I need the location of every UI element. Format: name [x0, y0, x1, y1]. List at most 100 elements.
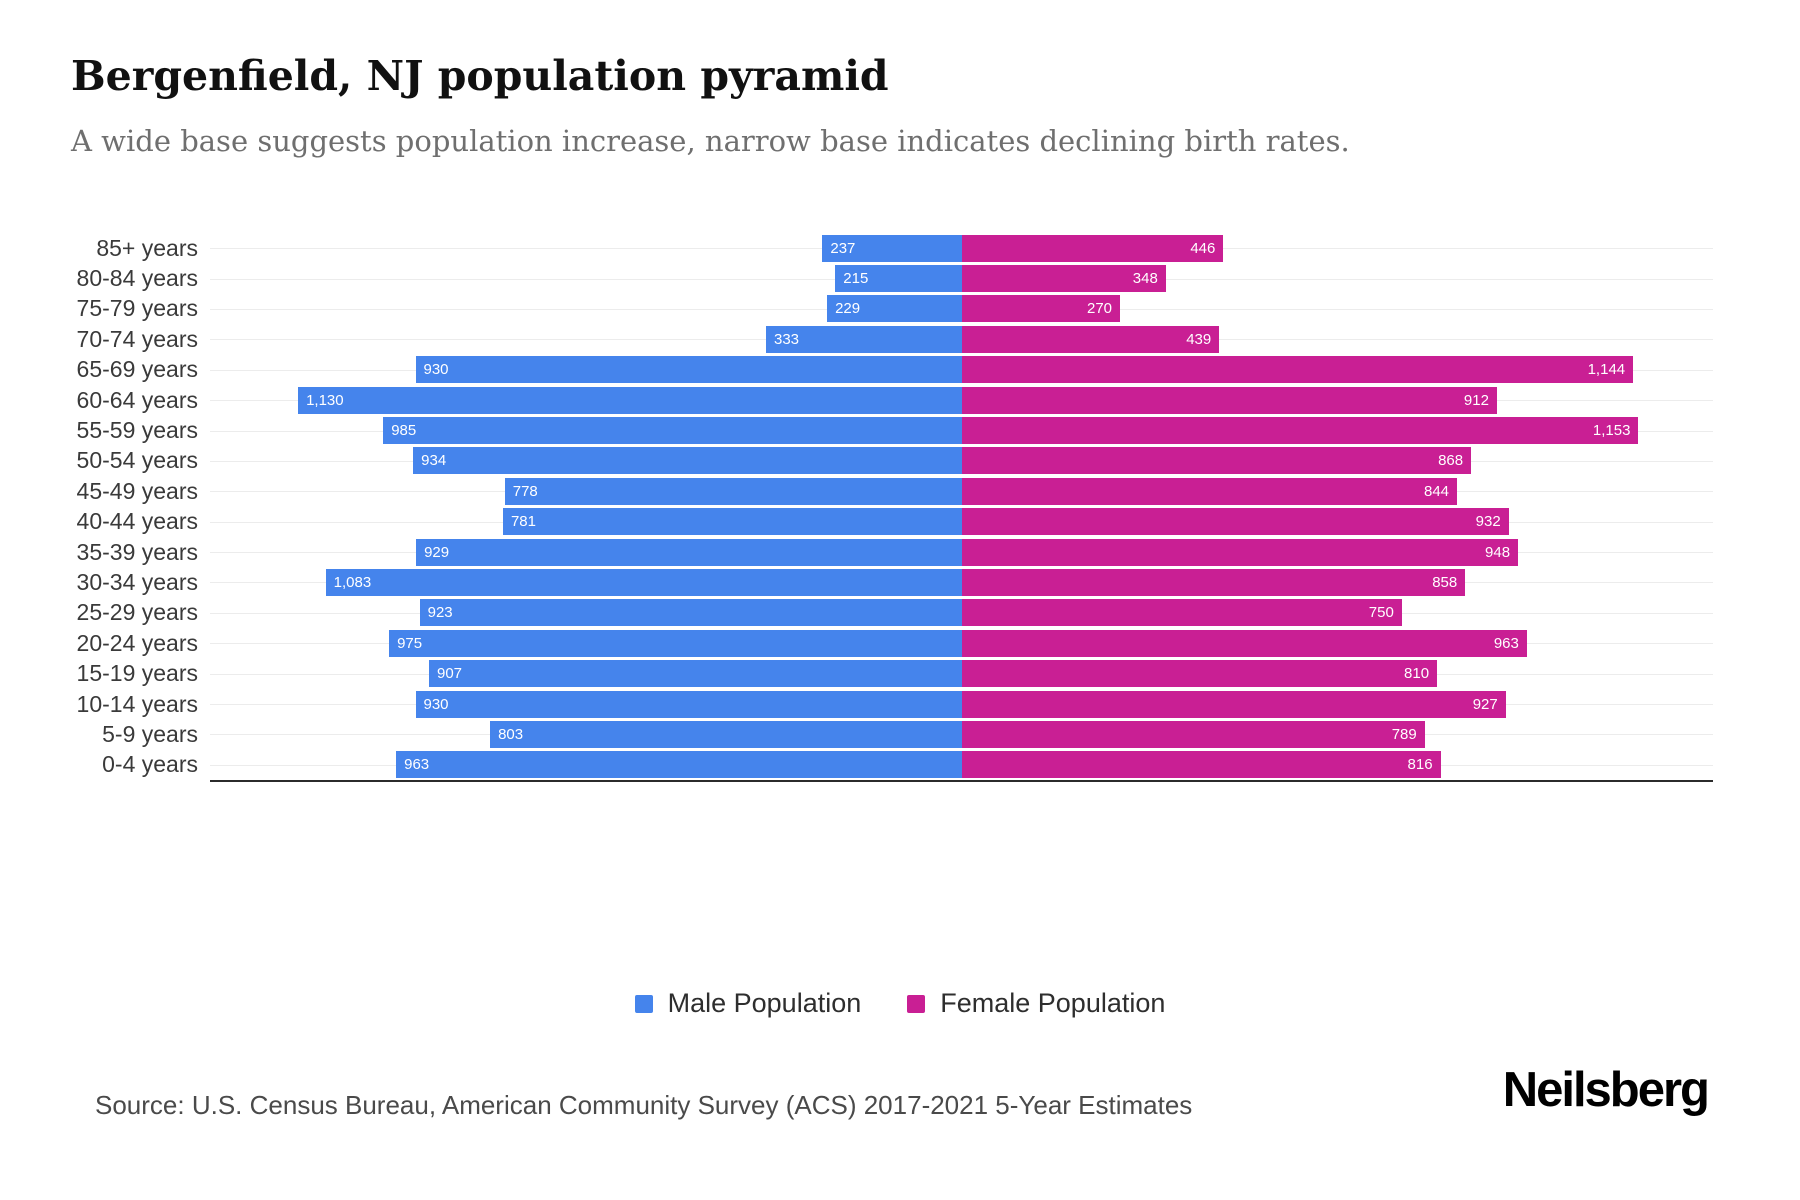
male-bar: 975	[389, 629, 962, 657]
left-half: 907	[210, 660, 962, 688]
female-bar-value: 858	[1432, 573, 1458, 591]
right-half: 868	[961, 447, 1714, 475]
age-group-label: 20-24 years	[76, 629, 198, 656]
male-bar: 778	[504, 477, 962, 505]
female-bar: 858	[961, 568, 1466, 596]
male-bar: 229	[827, 295, 962, 323]
female-bar-value: 810	[1404, 665, 1430, 683]
male-bar: 929	[416, 538, 962, 566]
left-half: 934	[210, 447, 962, 475]
age-group-label: 45-49 years	[76, 477, 198, 504]
female-bar-value: 932	[1475, 513, 1501, 531]
x-axis-baseline	[210, 780, 1713, 783]
female-bar-value: 927	[1472, 695, 1498, 713]
female-bar-value: 844	[1423, 482, 1450, 500]
male-bar: 963	[396, 751, 962, 779]
age-group-label: 25-29 years	[76, 599, 198, 626]
row-plot-area: 333 439	[210, 324, 1713, 354]
age-group-label: 50-54 years	[76, 447, 198, 474]
female-bar-value: 912	[1463, 391, 1489, 409]
row-plot-area: 907 810	[210, 658, 1713, 688]
female-bar-value: 868	[1438, 452, 1464, 470]
right-half: 810	[961, 660, 1714, 688]
row-plot-area: 1,130 912	[210, 385, 1713, 415]
male-bar: 923	[419, 599, 962, 627]
female-bar: 1,153	[961, 417, 1639, 445]
right-half: 446	[961, 234, 1714, 262]
right-half: 270	[961, 295, 1714, 323]
right-half: 963	[961, 629, 1714, 657]
female-bar-value: 1,144	[1587, 361, 1626, 379]
age-group-label: 35-39 years	[76, 538, 198, 565]
age-group-label: 55-59 years	[76, 417, 198, 444]
male-bar-value: 803	[498, 725, 524, 743]
pyramid-row-15-19-years: 15-19 years 907 810	[40, 658, 1713, 688]
pyramid-row-35-39-years: 35-39 years 929 948	[40, 537, 1713, 567]
left-half: 778	[210, 477, 962, 505]
male-bar-value: 781	[510, 513, 536, 531]
female-bar: 844	[961, 477, 1458, 505]
pyramid-row-30-34-years: 30-34 years 1,083 858	[40, 567, 1713, 597]
row-plot-area: 975 963	[210, 628, 1713, 658]
pyramid-row-45-49-years: 45-49 years 778 844	[40, 476, 1713, 506]
male-bar-value: 1,130	[306, 391, 344, 409]
male-bar: 1,083	[325, 568, 962, 596]
pyramid-row-50-54-years: 50-54 years 934 868	[40, 446, 1713, 476]
female-bar-value: 789	[1391, 725, 1417, 743]
female-bar: 270	[961, 295, 1121, 323]
male-bar-value: 923	[427, 604, 453, 622]
male-bar: 781	[502, 508, 962, 536]
male-bar-value: 975	[397, 634, 423, 652]
right-half: 1,144	[961, 356, 1714, 384]
female-bar-value: 948	[1485, 543, 1511, 561]
male-bar-value: 778	[512, 482, 538, 500]
male-bar-value: 930	[423, 695, 449, 713]
female-bar: 789	[961, 720, 1425, 748]
age-group-label: 0-4 years	[102, 751, 198, 778]
male-bar-value: 907	[437, 665, 463, 683]
female-bar: 868	[961, 447, 1472, 475]
left-half: 333	[210, 325, 962, 353]
chart-subtitle: A wide base suggests population increase…	[71, 124, 1350, 158]
male-bar: 215	[835, 265, 962, 293]
chart-legend: Male Population Female Population	[0, 988, 1800, 1019]
male-bar-value: 963	[404, 756, 430, 774]
male-bar-value: 215	[843, 270, 869, 288]
age-group-label: 70-74 years	[76, 325, 198, 352]
pyramid-row-10-14-years: 10-14 years 930 927	[40, 689, 1713, 719]
age-group-label: 75-79 years	[76, 295, 198, 322]
pyramid-row-60-64-years: 60-64 years 1,130 912	[40, 385, 1713, 415]
right-half: 932	[961, 508, 1714, 536]
right-half: 348	[961, 265, 1714, 293]
left-half: 1,130	[210, 386, 962, 414]
age-group-label: 85+ years	[96, 234, 198, 261]
right-half: 912	[961, 386, 1714, 414]
female-bar: 816	[961, 751, 1441, 779]
left-half: 923	[210, 599, 962, 627]
pyramid-row-20-24-years: 20-24 years 975 963	[40, 628, 1713, 658]
right-half: 439	[961, 325, 1714, 353]
male-bar-value: 333	[774, 330, 800, 348]
legend-item-female: Female Population	[907, 988, 1165, 1019]
right-half: 789	[961, 720, 1714, 748]
row-plot-area: 237 446	[210, 233, 1713, 263]
left-half: 929	[210, 538, 962, 566]
left-half: 975	[210, 629, 962, 657]
age-group-label: 60-64 years	[76, 386, 198, 413]
male-bar: 930	[415, 690, 962, 718]
pyramid-row-5-9-years: 5-9 years 803 789	[40, 719, 1713, 749]
left-half: 229	[210, 295, 962, 323]
female-bar: 1,144	[961, 356, 1634, 384]
pyramid-row-70-74-years: 70-74 years 333 439	[40, 324, 1713, 354]
male-bar: 237	[822, 234, 962, 262]
pyramid-row-55-59-years: 55-59 years 985 1,153	[40, 415, 1713, 445]
female-bar: 439	[961, 325, 1220, 353]
male-bar: 985	[383, 417, 962, 445]
age-group-label: 40-44 years	[76, 508, 198, 535]
male-bar-value: 930	[423, 361, 449, 379]
male-bar: 930	[415, 356, 962, 384]
male-legend-swatch-icon	[634, 994, 653, 1013]
row-plot-area: 929 948	[210, 537, 1713, 567]
female-bar: 948	[961, 538, 1519, 566]
age-group-label: 80-84 years	[76, 265, 198, 292]
